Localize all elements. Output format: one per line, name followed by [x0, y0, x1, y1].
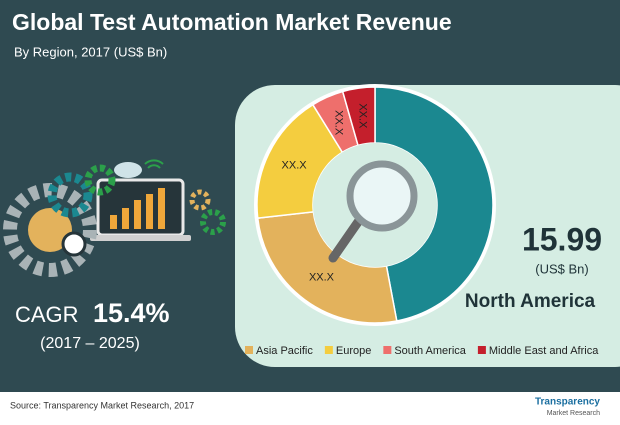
legend-swatch — [324, 346, 333, 354]
title: Global Test Automation Market Revenue — [12, 9, 452, 35]
value-label: XX.X — [357, 103, 369, 129]
legend-label: Europe — [336, 345, 371, 357]
logo-sub: Market Research — [547, 410, 600, 417]
value-label: XX.X — [333, 110, 345, 136]
magnifier-handle — [328, 217, 363, 263]
logo: Transparency — [535, 397, 600, 408]
legend-swatch — [383, 346, 392, 354]
subtitle: By Region, 2017 (US$ Bn) — [14, 44, 167, 59]
donut: XX.X XX.X XX.X XX.X — [254, 84, 496, 326]
callout-region: North America — [465, 291, 596, 312]
legend-label: Middle East and Africa — [489, 345, 599, 357]
cagr-label: CAGR — [15, 302, 79, 327]
legend-swatch — [245, 346, 253, 354]
cagr-value: 15.4% — [93, 298, 170, 328]
value-label: XX.X — [309, 271, 335, 283]
source: Source: Transparency Market Research, 20… — [10, 400, 194, 410]
illustration — [3, 159, 226, 277]
value-label: XX.X — [282, 160, 308, 172]
magnifier-lens — [346, 160, 418, 232]
callout-value: 15.99 — [522, 221, 602, 257]
legend-swatch — [477, 346, 486, 354]
cagr-period: (2017 – 2025) — [40, 335, 140, 352]
footer — [0, 392, 620, 420]
legend-label: South America — [394, 345, 466, 357]
legend-label: Asia Pacific — [256, 345, 313, 357]
callout-unit: (US$ Bn) — [535, 261, 588, 276]
